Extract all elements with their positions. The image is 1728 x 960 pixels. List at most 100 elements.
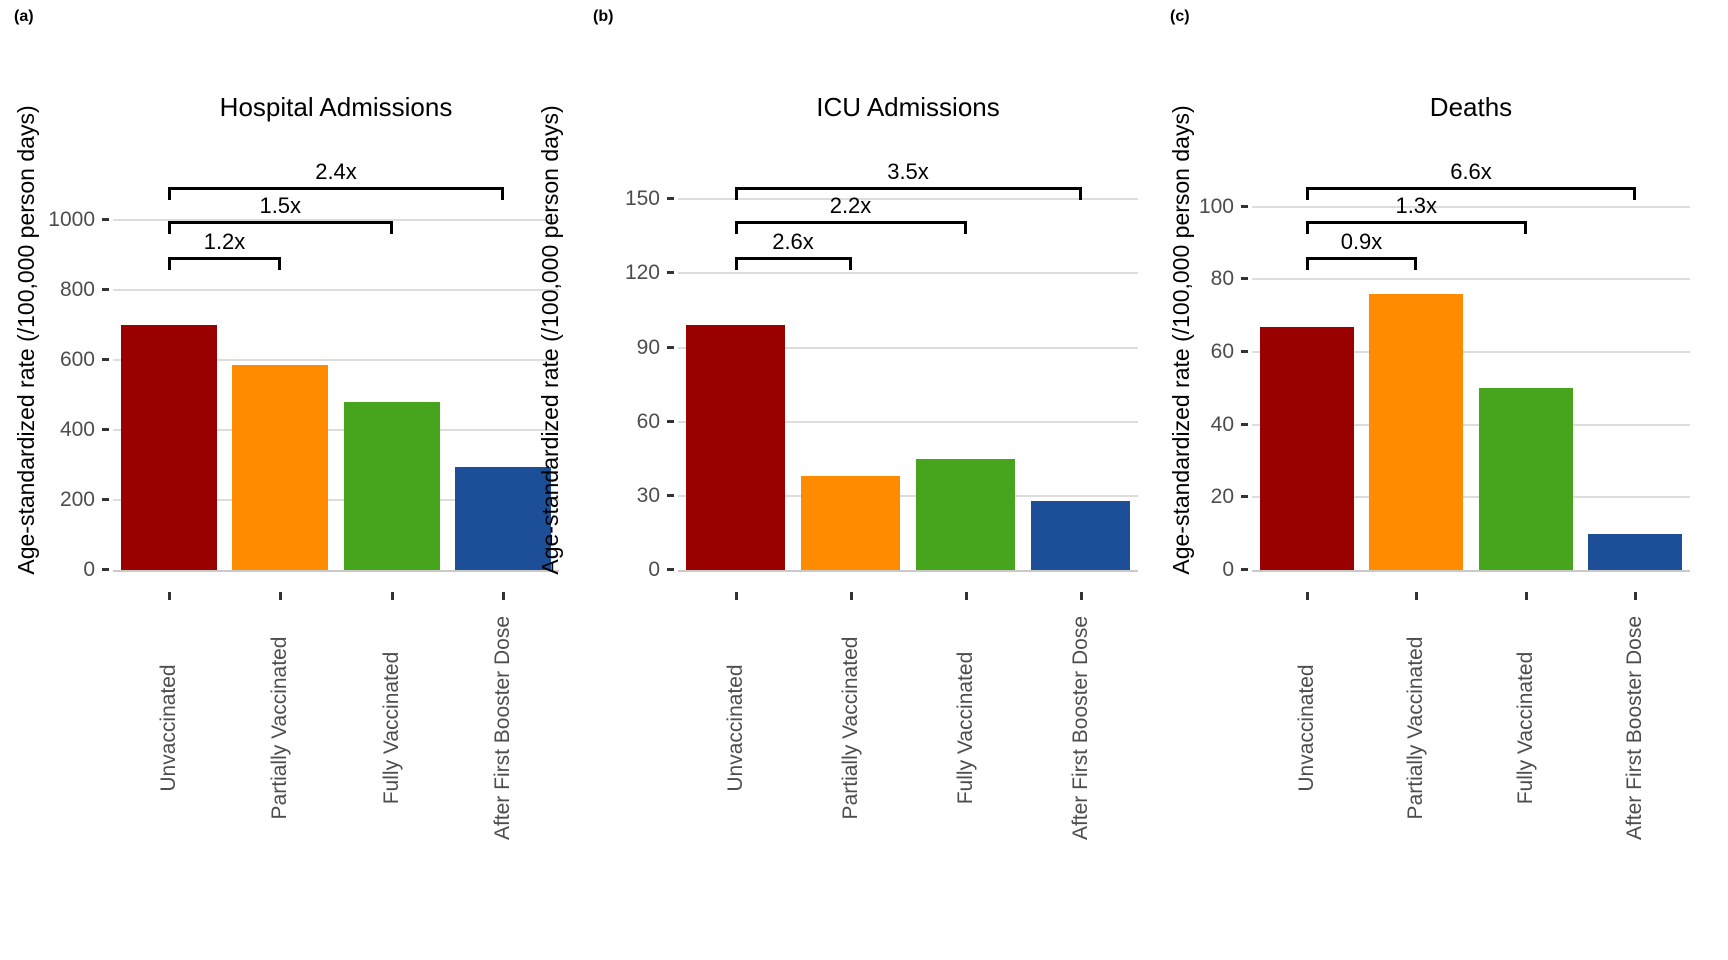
y-tick-label: 40 <box>1210 412 1234 436</box>
gridline <box>1252 423 1690 426</box>
y-tick-label: 200 <box>59 487 95 511</box>
y-tick-mark <box>667 197 674 201</box>
bar-unvaccinated <box>686 325 785 570</box>
x-tick-mark <box>390 592 394 600</box>
x-category-label: Partially Vaccinated <box>838 636 862 820</box>
bar-partially-vaccinated <box>801 476 900 570</box>
x-tick-mark <box>1524 592 1528 600</box>
gridline <box>1252 205 1690 208</box>
gridline <box>113 288 559 291</box>
bar-fully-vaccinated <box>916 458 1015 570</box>
x-category-label: Fully Vaccinated <box>1513 651 1537 805</box>
y-tick-label: 600 <box>59 347 95 371</box>
x-category-label: Unvaccinated <box>156 664 180 792</box>
y-tick-mark <box>667 419 674 423</box>
panel-label: (b) <box>593 8 614 25</box>
plot-area <box>678 145 1138 572</box>
x-category-label: Unvaccinated <box>1294 664 1318 792</box>
y-tick-label: 120 <box>624 261 660 285</box>
x-tick-mark <box>167 592 171 600</box>
y-tick-mark <box>102 568 109 571</box>
y-axis-title: Age-standardized rate (/100,000 person d… <box>13 105 39 575</box>
ratio-label: 1.5x <box>259 193 302 218</box>
y-tick-mark <box>667 568 674 571</box>
y-tick-label: 60 <box>636 409 660 433</box>
y-tick-label: 60 <box>1210 340 1234 364</box>
y-tick-mark <box>102 287 109 291</box>
y-tick-label: 100 <box>1198 194 1234 218</box>
gridline <box>113 498 559 501</box>
gridline <box>1252 351 1690 354</box>
ratio-bracket <box>1305 257 1418 270</box>
y-tick-label: 400 <box>59 417 95 441</box>
ratio-bracket <box>167 257 282 270</box>
y-tick-mark <box>102 427 109 431</box>
bar-fully-vaccinated <box>343 401 440 570</box>
ratio-label: 6.6x <box>1450 159 1492 184</box>
panel-label: (a) <box>14 8 34 25</box>
gridline <box>678 420 1138 423</box>
y-tick-label: 30 <box>636 483 660 507</box>
x-category-label: Fully Vaccinated <box>953 651 977 805</box>
y-tick-mark <box>667 493 674 497</box>
y-tick-mark <box>102 217 109 221</box>
gridline <box>113 358 559 361</box>
y-axis-title: Age-standardized rate (/100,000 person d… <box>537 105 563 575</box>
bar-partially-vaccinated <box>1369 293 1464 570</box>
y-tick-label: 800 <box>59 277 95 301</box>
gridline <box>113 218 559 221</box>
y-tick-label: 150 <box>624 187 660 211</box>
ratio-label: 1.2x <box>203 229 246 254</box>
x-category-label: After First Booster Dose <box>491 615 515 841</box>
gridline <box>678 494 1138 497</box>
x-category-label: Partially Vaccinated <box>268 636 292 820</box>
bar-unvaccinated <box>120 324 217 570</box>
y-tick-label: 0 <box>1222 558 1234 581</box>
ratio-label: 2.4x <box>315 159 357 184</box>
plot-area <box>113 145 559 572</box>
y-tick-mark <box>1241 204 1248 208</box>
x-tick-mark <box>1415 592 1419 600</box>
bar-partially-vaccinated <box>232 365 329 570</box>
y-tick-mark <box>1241 277 1248 281</box>
y-tick-label: 0 <box>648 558 660 581</box>
gridline <box>678 346 1138 349</box>
x-tick-mark <box>964 592 968 600</box>
panel-title: ICU Admissions <box>816 92 1000 122</box>
bar-after-first-booster-dose <box>1031 500 1130 570</box>
x-tick-mark <box>1634 592 1638 600</box>
x-tick-mark <box>1305 592 1309 600</box>
y-tick-mark <box>667 345 674 349</box>
y-tick-mark <box>1241 495 1248 499</box>
panel-title: Hospital Admissions <box>219 92 453 122</box>
gridline <box>1252 278 1690 281</box>
x-category-label: Fully Vaccinated <box>379 651 403 805</box>
ratio-label: 0.9x <box>1340 229 1383 254</box>
bar-unvaccinated <box>1259 326 1354 570</box>
y-tick-mark <box>1241 422 1248 426</box>
x-category-label: After First Booster Dose <box>1623 615 1647 841</box>
ratio-bracket <box>734 187 1082 200</box>
y-tick-mark <box>102 497 109 501</box>
x-tick-mark <box>1079 592 1083 600</box>
ratio-bracket <box>1305 187 1637 200</box>
gridline <box>113 428 559 431</box>
x-tick-mark <box>279 592 283 600</box>
ratio-label: 2.2x <box>829 193 872 218</box>
gridline <box>1252 496 1690 499</box>
panel-label: (c) <box>1170 8 1190 25</box>
gridline <box>678 272 1138 275</box>
y-tick-label: 80 <box>1210 267 1234 291</box>
ratio-bracket <box>167 221 393 234</box>
x-category-label: After First Booster Dose <box>1068 615 1092 841</box>
gridline <box>678 198 1138 201</box>
y-tick-mark <box>667 271 674 275</box>
ratio-bracket <box>1305 221 1527 234</box>
y-tick-label: 90 <box>636 335 660 359</box>
x-category-label: Unvaccinated <box>723 664 747 792</box>
ratio-bracket <box>167 187 505 200</box>
bar-fully-vaccinated <box>1478 388 1573 570</box>
ratio-bracket <box>734 221 967 234</box>
ratio-label: 3.5x <box>887 159 929 184</box>
x-category-label: Partially Vaccinated <box>1404 636 1428 820</box>
